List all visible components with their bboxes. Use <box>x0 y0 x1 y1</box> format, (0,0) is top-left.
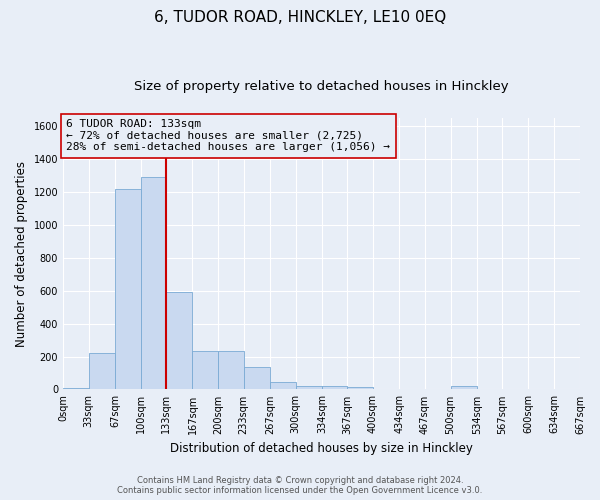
Bar <box>166 292 193 390</box>
Text: 6 TUDOR ROAD: 133sqm
← 72% of detached houses are smaller (2,725)
28% of semi-de: 6 TUDOR ROAD: 133sqm ← 72% of detached h… <box>66 120 390 152</box>
Title: Size of property relative to detached houses in Hinckley: Size of property relative to detached ho… <box>134 80 509 93</box>
Bar <box>218 350 244 390</box>
Bar <box>322 386 347 390</box>
Bar <box>140 177 166 390</box>
Bar <box>347 387 373 390</box>
Text: 6, TUDOR ROAD, HINCKLEY, LE10 0EQ: 6, TUDOR ROAD, HINCKLEY, LE10 0EQ <box>154 10 446 25</box>
Bar <box>244 367 270 390</box>
Y-axis label: Number of detached properties: Number of detached properties <box>15 160 28 346</box>
Bar <box>296 386 322 390</box>
X-axis label: Distribution of detached houses by size in Hinckley: Distribution of detached houses by size … <box>170 442 473 455</box>
Bar <box>89 353 115 390</box>
Bar <box>63 388 89 390</box>
Bar <box>115 188 140 390</box>
Bar <box>451 386 477 390</box>
Bar <box>270 382 296 390</box>
Text: Contains HM Land Registry data © Crown copyright and database right 2024.
Contai: Contains HM Land Registry data © Crown c… <box>118 476 482 495</box>
Bar <box>193 350 218 390</box>
